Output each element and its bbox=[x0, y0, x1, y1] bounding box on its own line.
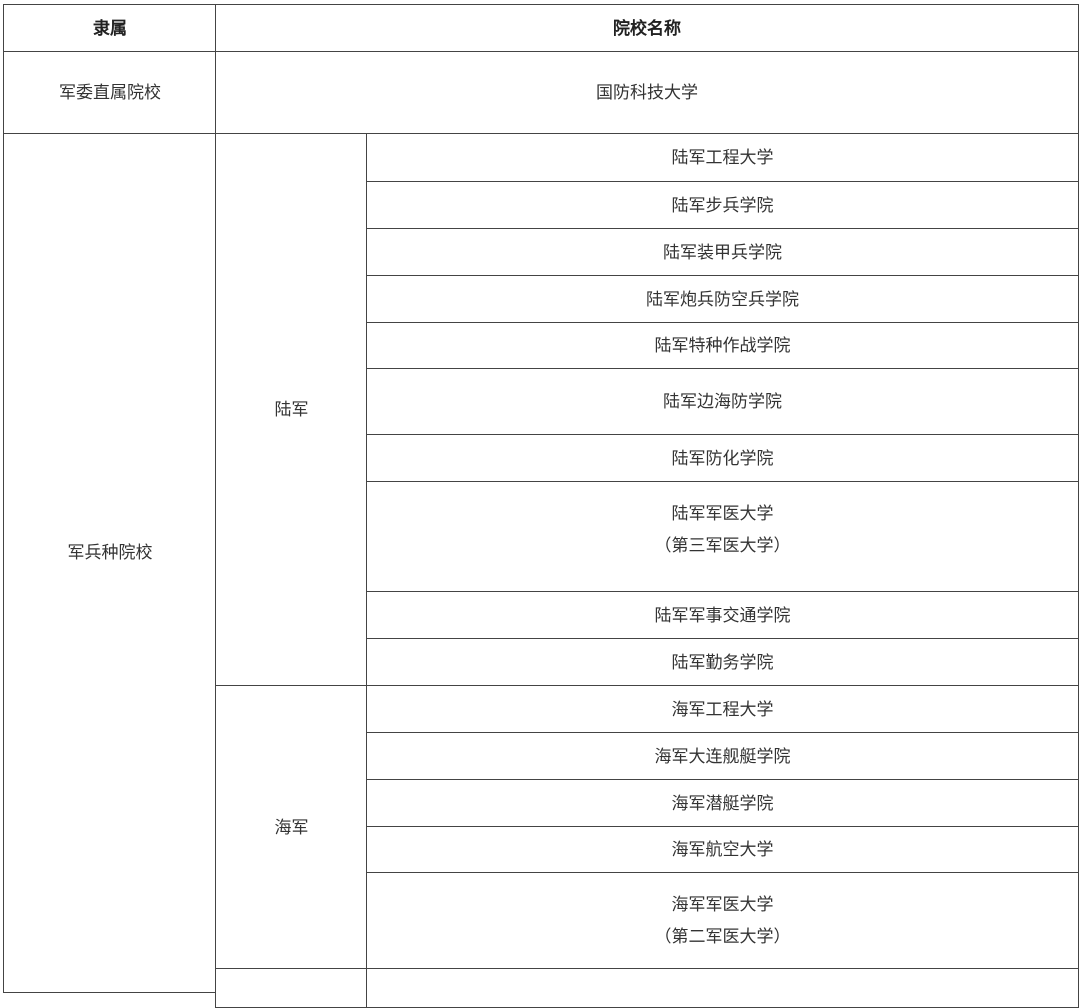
school-former-name: （第二军医大学） bbox=[654, 927, 791, 947]
school-name: 海军军医大学 bbox=[671, 895, 774, 915]
branch-affiliation: 军兵种院校 bbox=[3, 133, 217, 993]
army-label: 陆军 bbox=[215, 133, 368, 687]
army-school: 陆军勤务学院 bbox=[366, 638, 1079, 687]
direct-school: 国防科技大学 bbox=[215, 51, 1079, 135]
army-school: 陆军防化学院 bbox=[366, 434, 1079, 483]
army-school: 陆军边海防学院 bbox=[366, 368, 1079, 436]
next-branch-school bbox=[366, 968, 1079, 1008]
army-school: 陆军军事交通学院 bbox=[366, 591, 1079, 640]
navy-label: 海军 bbox=[215, 685, 368, 970]
army-school-medical: 陆军军医大学 （第三军医大学） bbox=[366, 481, 1079, 593]
header-affiliation: 隶属 bbox=[3, 4, 217, 53]
school-name: 陆军军医大学 bbox=[671, 504, 774, 524]
navy-school: 海军大连舰艇学院 bbox=[366, 732, 1079, 781]
army-school: 陆军工程大学 bbox=[366, 133, 1079, 183]
next-branch-label bbox=[215, 968, 368, 1008]
army-school: 陆军步兵学院 bbox=[366, 181, 1079, 230]
header-school-name: 院校名称 bbox=[215, 4, 1079, 53]
direct-affiliation: 军委直属院校 bbox=[3, 51, 217, 135]
army-school: 陆军特种作战学院 bbox=[366, 322, 1079, 370]
navy-school: 海军工程大学 bbox=[366, 685, 1079, 734]
navy-school: 海军航空大学 bbox=[366, 826, 1079, 874]
navy-school-medical: 海军军医大学 （第二军医大学） bbox=[366, 872, 1079, 970]
school-former-name: （第三军医大学） bbox=[654, 536, 791, 556]
army-school: 陆军装甲兵学院 bbox=[366, 228, 1079, 277]
army-school: 陆军炮兵防空兵学院 bbox=[366, 275, 1079, 324]
navy-school: 海军潜艇学院 bbox=[366, 779, 1079, 828]
